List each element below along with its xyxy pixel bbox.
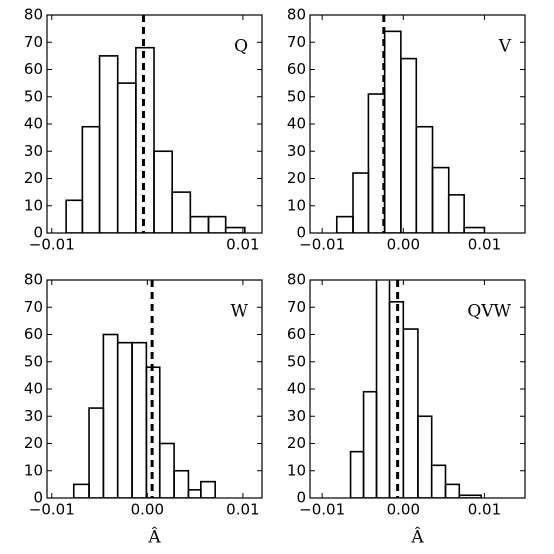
bar [135,46,155,233]
y-tick-label: 40 [287,115,306,133]
y-tick-label: 80 [287,271,306,289]
y-tick-label: 40 [24,380,43,398]
y-tick-label: 30 [24,142,43,160]
y-tick-label: 20 [287,169,306,187]
y-tick-label: 50 [287,352,306,370]
bar [400,57,418,233]
panel-label: V [498,37,512,57]
bar [430,464,447,498]
y-tick-label: 70 [24,33,43,51]
y-tick-label: 50 [24,352,43,370]
y-tick-label: 20 [287,434,306,452]
bar [189,215,210,233]
bar [187,489,202,498]
bar [72,483,90,498]
bar [383,30,402,233]
bar [131,341,148,498]
panel-label: QVW [467,302,511,322]
x-axis-label: Â [410,527,424,548]
plot-area [65,15,246,233]
x-tick-label: −0.01 [29,501,75,519]
bar [200,480,216,498]
y-tick-label: 0 [296,224,306,242]
bar [153,150,173,233]
y-tick-label: 50 [24,87,43,105]
y-tick-label: 30 [287,142,306,160]
y-tick-label: 70 [287,33,306,51]
x-tick-label: 0.00 [387,501,420,519]
y-tick-label: 60 [24,60,43,78]
plot-area [72,280,216,498]
y-tick-label: 40 [287,380,306,398]
bar [402,328,419,498]
bar [417,415,433,498]
bar [173,469,190,498]
y-tick-label: 0 [33,489,43,507]
y-tick-label: 50 [287,87,306,105]
x-tick-label: 0.01 [468,501,501,519]
bar [224,226,246,233]
y-tick-label: 60 [287,60,306,78]
axes-frame [309,14,526,234]
x-tick-label: −0.01 [299,501,345,519]
y-tick-label: 10 [24,461,43,479]
bar [335,215,354,233]
y-tick-label: 10 [287,461,306,479]
bar [81,125,101,233]
y-tick-label: 80 [24,6,43,24]
bar [98,55,119,233]
y-tick-label: 10 [287,196,306,214]
bar [362,390,378,498]
y-tick-label: 60 [287,325,306,343]
bar [171,191,192,233]
y-tick-label: 80 [24,271,43,289]
y-tick-label: 0 [296,489,306,507]
y-tick-label: 20 [24,434,43,452]
bar [207,215,227,233]
y-tick-label: 20 [24,169,43,187]
plot-area [349,280,482,498]
bar [447,194,465,233]
x-tick-label: −0.01 [29,236,75,254]
bar [431,166,450,233]
bar [65,199,84,233]
bar [375,280,391,498]
y-tick-label: 40 [24,115,43,133]
y-tick-label: 60 [24,325,43,343]
bar [349,450,365,498]
bar [102,333,119,498]
x-tick-label: 0.01 [226,236,259,254]
x-tick-label: −0.01 [299,236,345,254]
bar [415,125,434,233]
x-tick-label: 0.00 [131,501,164,519]
y-tick-label: 0 [33,224,43,242]
bar [352,172,370,233]
y-tick-label: 10 [24,196,43,214]
x-tick-label: 0.01 [468,236,501,254]
plot-area [335,15,486,233]
panel-label: W [231,302,249,322]
y-tick-label: 30 [287,407,306,425]
x-tick-label: 0.00 [387,236,420,254]
bar [158,442,175,498]
x-axis-label: Â [147,527,161,548]
bar [463,226,486,233]
y-tick-label: 70 [24,298,43,316]
y-tick-label: 70 [287,298,306,316]
bar [444,483,461,498]
bar [116,341,133,498]
x-tick-label: 0.01 [226,501,259,519]
bar [367,93,386,233]
y-tick-label: 30 [24,407,43,425]
bar [88,407,105,498]
panel-label: Q [234,37,248,57]
bar [116,82,137,233]
y-tick-label: 80 [287,6,306,24]
